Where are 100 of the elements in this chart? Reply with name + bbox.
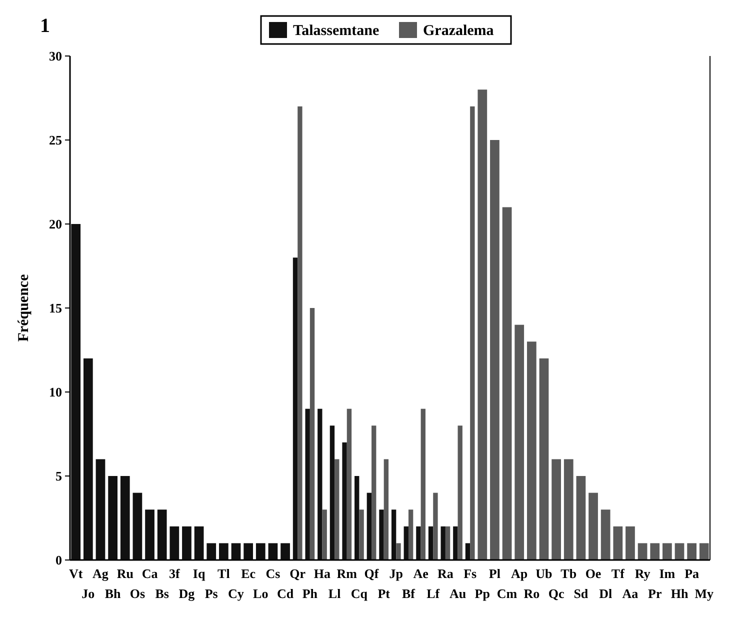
x-tick-label: Iq — [192, 566, 206, 581]
bar — [170, 526, 180, 560]
x-tick-label: Cs — [266, 566, 280, 581]
x-tick-label: Ub — [536, 566, 552, 581]
bar — [490, 140, 500, 560]
bar — [662, 543, 672, 560]
bar — [268, 543, 278, 560]
bar — [280, 543, 290, 560]
x-tick-label: Ra — [437, 566, 454, 581]
bar — [526, 342, 536, 560]
x-tick-label: Qf — [364, 566, 380, 581]
bar — [157, 510, 167, 560]
x-tick-label: Ca — [142, 566, 158, 581]
x-tick-label: Qr — [290, 566, 306, 581]
y-tick-label: 25 — [49, 132, 62, 148]
y-tick-label: 10 — [49, 384, 62, 400]
x-tick-label: Im — [659, 566, 676, 581]
bar — [96, 459, 106, 560]
x-tick-label: Tb — [560, 566, 577, 581]
x-tick-label: Ha — [314, 566, 332, 581]
x-tick-label: Cm — [496, 586, 518, 601]
x-tick-label: Dl — [599, 586, 612, 601]
y-tick-label: 0 — [56, 552, 62, 568]
y-tick-label: 15 — [49, 300, 62, 316]
bar — [83, 358, 93, 560]
bar — [613, 526, 623, 560]
x-tick-label: Ry — [634, 566, 651, 581]
x-tick-label: Pl — [488, 566, 501, 581]
bar — [650, 543, 660, 560]
x-tick-label: Jp — [389, 566, 404, 581]
x-tick-label: Sd — [574, 586, 589, 601]
x-tick-label: Tl — [218, 566, 230, 581]
bar — [71, 224, 81, 560]
x-tick-label: Pp — [474, 586, 490, 601]
bar — [687, 543, 697, 560]
x-tick-label: Lo — [253, 586, 268, 601]
x-tick-label: Cy — [228, 586, 244, 601]
x-tick-label: Lf — [426, 586, 440, 601]
y-tick-label: 20 — [49, 216, 62, 232]
bar — [120, 476, 130, 560]
x-tick-label: Tf — [611, 566, 626, 581]
bar — [145, 510, 154, 560]
bar — [576, 476, 586, 560]
bar — [219, 543, 228, 560]
x-tick-label: Pa — [684, 566, 700, 581]
bar — [256, 543, 266, 560]
x-tick-label: Ps — [204, 586, 218, 601]
x-tick-label: Vt — [68, 566, 84, 581]
x-tick-label: Fs — [464, 566, 477, 581]
x-tick-label: Bh — [104, 586, 122, 601]
y-tick-label: 30 — [49, 48, 62, 64]
bar — [674, 543, 684, 560]
bar — [539, 358, 549, 560]
bar — [552, 459, 561, 560]
bar — [588, 492, 598, 560]
x-tick-label: Ap — [511, 566, 528, 581]
bar — [514, 324, 524, 560]
x-tick-label: Ph — [302, 586, 318, 601]
bar — [194, 526, 204, 560]
x-tick-label: Ec — [241, 566, 256, 581]
x-tick-label: Ag — [92, 566, 109, 581]
x-tick-label: 3f — [168, 566, 180, 581]
x-tick-label: Hh — [670, 586, 689, 601]
bar — [502, 207, 512, 560]
x-tick-label: Dg — [178, 586, 196, 601]
x-tick-label: Pr — [648, 586, 662, 601]
x-tick-label: Rm — [336, 566, 358, 581]
x-tick-label: Ae — [413, 566, 429, 581]
legend-label: Talassemtane — [293, 23, 380, 39]
y-axis-title: Fréquence — [16, 274, 32, 342]
bar — [182, 526, 192, 560]
x-tick-label: Cq — [350, 586, 368, 601]
x-tick-label: My — [694, 586, 714, 601]
bar — [564, 459, 574, 560]
x-tick-label: Ro — [524, 586, 540, 601]
x-tick-label: Os — [130, 586, 146, 601]
bar — [600, 510, 610, 560]
x-tick-label: Jo — [82, 586, 95, 601]
bar — [699, 543, 709, 560]
x-tick-label: Pt — [378, 586, 391, 601]
bar — [206, 543, 216, 560]
bar — [244, 543, 254, 560]
x-tick-label: Ru — [116, 566, 134, 581]
legend-label: Grazalema — [423, 23, 494, 39]
y-tick-label: 5 — [56, 468, 62, 484]
x-tick-label: Bs — [155, 586, 169, 601]
x-tick-label: Bf — [402, 586, 416, 601]
bar — [231, 543, 241, 560]
bar — [626, 526, 635, 560]
bar — [132, 492, 142, 560]
x-tick-label: Cd — [276, 586, 294, 601]
bar — [638, 543, 648, 560]
x-tick-label: Ll — [328, 586, 342, 601]
x-tick-label: Qc — [548, 586, 564, 601]
x-tick-label: Au — [449, 586, 466, 601]
x-tick-label: Aa — [622, 586, 639, 601]
x-tick-label: Oe — [585, 566, 602, 581]
chart-title: 1 — [40, 15, 50, 37]
bar — [108, 476, 118, 560]
bar — [478, 90, 488, 560]
